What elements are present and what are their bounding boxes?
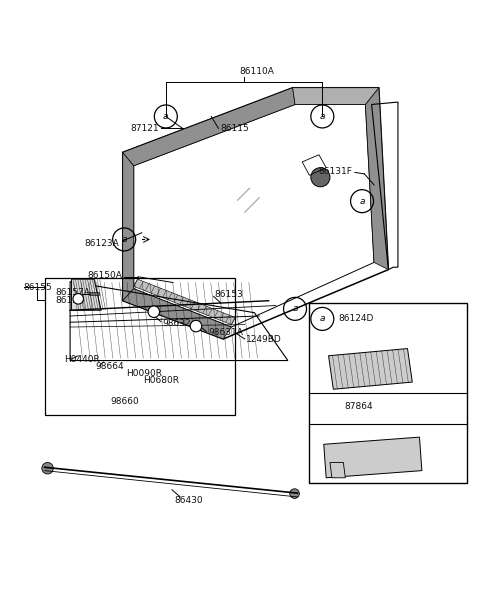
Text: 86430: 86430 (174, 496, 203, 505)
Text: 86110A: 86110A (240, 67, 274, 76)
Text: H0440R: H0440R (64, 354, 100, 364)
Polygon shape (324, 437, 422, 478)
Polygon shape (72, 279, 101, 310)
Polygon shape (123, 88, 295, 166)
Text: a: a (121, 235, 127, 244)
Circle shape (190, 320, 202, 332)
Text: 86155: 86155 (24, 283, 52, 292)
Text: 86150A: 86150A (87, 271, 122, 280)
Text: a: a (320, 315, 325, 323)
Text: 86123A: 86123A (84, 239, 120, 248)
Circle shape (290, 489, 300, 499)
Text: 86153: 86153 (215, 290, 243, 299)
Text: 87864: 87864 (344, 403, 373, 411)
Text: 86157A: 86157A (56, 288, 91, 297)
Text: 98632: 98632 (162, 319, 191, 327)
Text: H0090R: H0090R (126, 369, 162, 378)
Text: 1249BD: 1249BD (246, 335, 282, 345)
Text: a: a (292, 304, 298, 313)
Text: 86115: 86115 (221, 124, 250, 133)
Text: 98660: 98660 (111, 397, 140, 406)
Circle shape (42, 463, 53, 474)
Polygon shape (330, 463, 345, 478)
Text: 98631A: 98631A (208, 328, 243, 337)
Text: 87121: 87121 (130, 124, 158, 133)
Polygon shape (365, 88, 388, 269)
Text: 98664: 98664 (95, 362, 124, 371)
Polygon shape (123, 289, 231, 339)
Text: 86156: 86156 (56, 296, 84, 305)
Circle shape (311, 167, 330, 187)
Text: 86131F: 86131F (319, 167, 352, 176)
Polygon shape (123, 152, 134, 301)
Circle shape (73, 293, 84, 304)
Polygon shape (328, 348, 412, 389)
Text: a: a (360, 197, 365, 206)
Polygon shape (293, 88, 379, 104)
Text: a: a (163, 112, 168, 121)
Text: H0680R: H0680R (144, 376, 180, 385)
Bar (89, 291, 99, 296)
Polygon shape (134, 279, 235, 324)
Bar (310, 303, 468, 483)
Text: a: a (320, 112, 325, 121)
Circle shape (148, 306, 159, 318)
Text: 86124D: 86124D (338, 315, 373, 323)
